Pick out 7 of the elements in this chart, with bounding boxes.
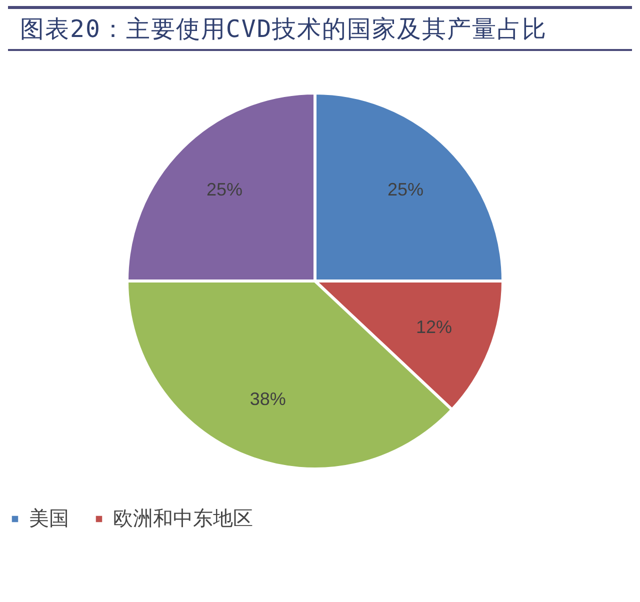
data-label: 25% [206, 179, 243, 200]
data-label: 38% [250, 389, 286, 410]
legend-label: 欧洲和中东地区 [113, 506, 253, 530]
legend-label: 美国 [29, 506, 69, 530]
chart-title: 图表20：主要使用CVD技术的国家及其产量占比 [8, 6, 632, 51]
data-label: 25% [387, 179, 424, 200]
data-label: 12% [416, 317, 452, 338]
